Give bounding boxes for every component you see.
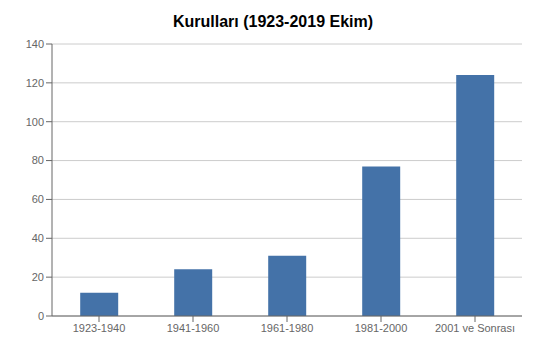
- svg-text:40: 40: [32, 232, 44, 244]
- svg-text:2001 ve Sonrası: 2001 ve Sonrası: [435, 322, 515, 334]
- svg-text:80: 80: [32, 154, 44, 166]
- svg-text:1923-1940: 1923-1940: [73, 322, 126, 334]
- svg-text:60: 60: [32, 193, 44, 205]
- svg-text:20: 20: [32, 271, 44, 283]
- svg-text:1941-1960: 1941-1960: [167, 322, 220, 334]
- svg-text:140: 140: [26, 38, 44, 50]
- html-text:Kurulları (1923-2019 Ekim): Kurulları (1923-2019 Ekim): [173, 13, 373, 30]
- svg-text:120: 120: [26, 77, 44, 89]
- svg-text:1981-2000: 1981-2000: [355, 322, 408, 334]
- svg-text:1961-1980: 1961-1980: [261, 322, 314, 334]
- svg-text:100: 100: [26, 116, 44, 128]
- svg-text:0: 0: [38, 310, 44, 322]
